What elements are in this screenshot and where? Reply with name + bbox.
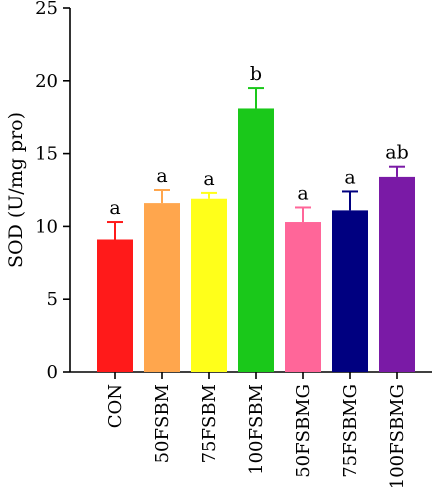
x-tick-label: CON xyxy=(105,384,126,428)
y-tick-label: 0 xyxy=(47,362,58,383)
bar xyxy=(285,222,321,372)
y-axis-label: SOD (U/mg pro) xyxy=(5,112,27,268)
x-tick-label: 100FSBMG xyxy=(387,384,408,489)
bar xyxy=(191,198,227,372)
significance-label: a xyxy=(344,166,355,188)
bars xyxy=(97,87,415,373)
significance-label: a xyxy=(156,165,167,187)
significance-label: a xyxy=(297,182,308,204)
significance-label: a xyxy=(109,197,120,219)
bar xyxy=(379,176,415,372)
x-tick-label: 50FSBM xyxy=(152,384,173,463)
significance-label: a xyxy=(203,168,214,190)
y-tick-label: 20 xyxy=(35,71,58,92)
bar xyxy=(97,239,133,372)
labels: 0 5 10 15 20 25 CON a 50FSBM a 75FSBM a 100FSBM b 50FS… xyxy=(35,0,409,489)
y-tick-label: 10 xyxy=(35,216,58,237)
y-tick-label: 5 xyxy=(47,289,58,310)
x-tick-label: 100FSBM xyxy=(246,384,267,475)
x-tick-label: 50FSBMG xyxy=(293,384,314,478)
significance-label: ab xyxy=(385,142,409,164)
bar xyxy=(144,203,180,372)
x-tick-label: 75FSBMG xyxy=(340,384,361,478)
y-tick-label: 25 xyxy=(35,0,58,19)
bar xyxy=(238,108,274,373)
y-tick-label: 15 xyxy=(35,144,58,165)
significance-label: b xyxy=(250,63,262,85)
bar xyxy=(332,210,368,372)
x-tick-label: 75FSBM xyxy=(199,384,220,463)
